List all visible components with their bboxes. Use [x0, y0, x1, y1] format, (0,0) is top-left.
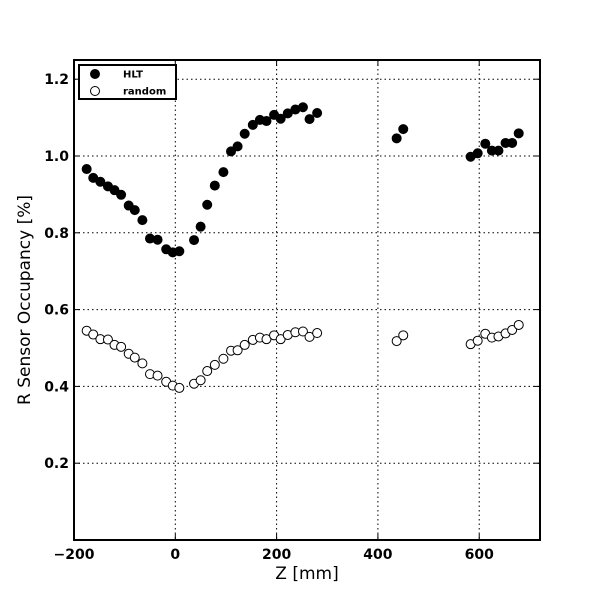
x-tick-label: 200	[262, 547, 291, 563]
x-tick-label: 400	[363, 547, 392, 563]
x-tick-label: −200	[54, 547, 95, 563]
hlt-point	[275, 113, 286, 124]
y-tick-label: 1.2	[44, 72, 69, 88]
y-tick-label: 0.2	[44, 456, 69, 472]
random-point	[88, 329, 99, 340]
hlt-point	[81, 164, 92, 175]
x-tick-label: 0	[170, 547, 180, 563]
y-tick-label: 0.6	[44, 303, 69, 319]
hlt-point	[304, 114, 315, 125]
y-tick-label: 0.8	[44, 226, 69, 242]
random-point	[297, 326, 308, 337]
y-axis-title: R Sensor Occupancy [%]	[15, 195, 35, 405]
random-point	[202, 366, 213, 377]
random-point	[137, 358, 148, 369]
tick-labels: −200 0 200 400 600 0.2 0.4 0.6 0.8 1.0 1.2	[44, 72, 494, 563]
hlt-point	[195, 221, 206, 232]
hlt-point	[137, 215, 148, 226]
random-point	[239, 339, 250, 350]
y-tick-label: 0.4	[44, 379, 69, 395]
hlt-point	[202, 199, 213, 210]
random-point	[391, 336, 402, 347]
legend-marker-random	[90, 86, 100, 96]
legend-label-hlt: HLT	[123, 70, 143, 81]
legend-label-random: random	[123, 87, 166, 98]
hlt-point	[226, 146, 237, 157]
random-point	[507, 324, 518, 335]
hlt-point	[480, 138, 491, 149]
random-point	[129, 352, 140, 363]
hlt-point	[472, 148, 483, 159]
hlt-point	[218, 167, 229, 178]
random-point	[218, 353, 229, 364]
hlt-point	[247, 119, 258, 130]
hlt-point	[261, 116, 272, 127]
hlt-point	[129, 205, 140, 216]
hlt-point	[493, 145, 504, 156]
legend: HLT random	[78, 64, 177, 100]
axis-ticks	[73, 60, 540, 540]
random-point	[152, 370, 163, 381]
random-point	[195, 375, 206, 386]
hlt-point	[507, 137, 518, 148]
random-point	[209, 359, 220, 370]
hlt-point	[297, 102, 308, 113]
random-point	[513, 319, 524, 330]
random-point	[398, 330, 409, 341]
random-point	[116, 341, 127, 352]
random-point	[472, 335, 483, 346]
hlt-point	[209, 180, 220, 191]
random-point	[232, 345, 243, 356]
random-point	[102, 334, 113, 345]
legend-marker-hlt	[90, 69, 100, 79]
random-point	[312, 328, 323, 339]
hlt-point	[312, 107, 323, 118]
x-axis-title: Z [mm]	[275, 564, 338, 584]
hlt-point	[513, 128, 524, 139]
x-tick-label: 600	[465, 547, 494, 563]
hlt-point	[239, 128, 250, 139]
hlt-point	[116, 189, 127, 200]
y-tick-label: 1.0	[44, 149, 69, 165]
hlt-point	[189, 235, 200, 246]
data-points	[81, 102, 524, 393]
hlt-point	[391, 133, 402, 144]
hlt-point	[174, 246, 185, 257]
hlt-point	[152, 234, 163, 245]
hlt-point	[398, 124, 409, 135]
hlt-point	[95, 176, 106, 187]
random-point	[174, 382, 185, 393]
hlt-point	[232, 141, 243, 152]
plot-frame	[73, 59, 541, 541]
